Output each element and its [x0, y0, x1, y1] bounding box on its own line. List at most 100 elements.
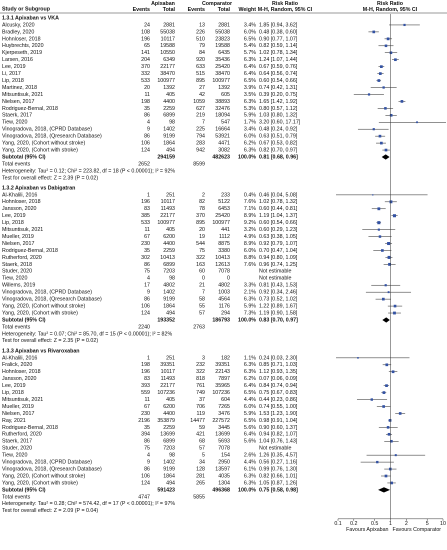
cell-n1: 10550 — [160, 50, 175, 56]
heterogeneity: Heterogeneity: Tau² = 0.28; Chi² = 574.4… — [2, 501, 175, 507]
study-name: Yang, 2020, (Cohort with stroke) — [2, 310, 78, 316]
weight: 5.7% — [244, 50, 256, 56]
cell-e1: 35 — [144, 248, 150, 254]
study-name: Studer, 2020 — [2, 446, 32, 452]
cell-n2: 35436 — [215, 57, 230, 63]
cell-e2: 895 — [196, 78, 205, 84]
cell-e2: 13 — [199, 22, 205, 28]
events-e1: 4747 — [138, 494, 150, 500]
effect-square — [390, 481, 393, 485]
x-tick-label: 0.2 — [350, 521, 357, 527]
cell-n1: 1864 — [163, 303, 175, 309]
cell-n2: 100977 — [212, 78, 230, 84]
subtotal-diamond — [378, 487, 391, 493]
cell-e2: 322 — [196, 255, 205, 261]
cell-e2: 60 — [199, 269, 205, 275]
study-name: Studer, 2020 — [2, 269, 32, 275]
cell-e1: 11 — [145, 92, 151, 98]
cell-n2: 547 — [221, 120, 230, 126]
ci-text: 1.02 [0.78, 1.32] — [259, 199, 298, 205]
ci-text: 0.64 [0.56, 0.74] — [259, 71, 298, 77]
study-name: Lee, 2019 — [2, 383, 26, 389]
cell-n2: 22143 — [215, 369, 230, 375]
study-name: Vinogradova, 2018, (CPRD Database) — [2, 460, 92, 466]
cell-n1: 4400 — [163, 411, 175, 417]
ci-text: 0.98 [0.91, 1.04] — [259, 418, 298, 424]
ci-text: 0.90 [0.60, 1.37] — [259, 425, 298, 431]
ci-text: 0.94 [0.80, 1.09] — [259, 255, 298, 261]
study-name: Vinogradova, 2018, (Qresearch Database) — [2, 134, 102, 140]
effect-square — [403, 23, 406, 27]
weight: 8.9% — [244, 213, 256, 219]
effect-square — [384, 148, 388, 152]
effect-square — [384, 284, 387, 287]
effect-square — [391, 370, 395, 374]
cell-n1: 22177 — [160, 64, 175, 70]
cell-n1: 38470 — [160, 71, 175, 77]
effect-square — [388, 419, 392, 422]
cell-e1: 17 — [144, 283, 150, 289]
weight: 6.5% — [244, 418, 256, 424]
ci-text: 0.82 [0.59, 1.14] — [259, 43, 298, 49]
ci-text: Not estimable — [259, 276, 291, 282]
plot-area — [336, 23, 446, 493]
cell-n1: 98 — [169, 120, 175, 126]
effect-square — [381, 249, 384, 252]
cell-n1: 6200 — [163, 234, 175, 240]
weight: 6.3% — [244, 362, 256, 368]
study-name: Ray, 2021 — [2, 418, 26, 424]
cell-n2: 55038 — [215, 29, 230, 35]
study-name: Hohnloser, 2018 — [2, 36, 41, 42]
study-name: Lip, 2018 — [2, 390, 24, 396]
ci-text: 0.94 [0.82, 1.07] — [259, 432, 298, 438]
effect-square — [386, 37, 390, 41]
effect-square — [378, 72, 382, 75]
cell-e2: 21 — [199, 283, 205, 289]
cell-e1: 75 — [144, 446, 150, 452]
cell-e2: 128 — [196, 466, 205, 472]
ci-text: 0.96 [0.74, 1.25] — [259, 262, 298, 268]
cell-e1: 124 — [141, 310, 150, 316]
subtotal-n2: 186793 — [212, 317, 230, 323]
ci-text: 1.02 [0.78, 1.34] — [259, 50, 298, 56]
events-e2: 2763 — [193, 324, 205, 330]
effect-square — [372, 30, 376, 34]
subtotal-n1: 193352 — [157, 317, 175, 323]
effect-square — [378, 235, 382, 238]
effect-square — [385, 384, 388, 388]
ci-text: 1.85 [0.94, 3.62] — [259, 22, 298, 28]
cell-n1: 100977 — [157, 220, 175, 226]
weight: 8.9% — [244, 241, 256, 247]
subtotal-label: Subtotal (95% CI) — [2, 154, 46, 160]
cell-n1: 251 — [166, 192, 175, 198]
cell-e1: 196 — [141, 36, 150, 42]
cell-n2: 227572 — [212, 418, 230, 424]
study-name: Staerk, 2017 — [2, 113, 32, 119]
cell-e1: 533 — [141, 220, 150, 226]
cell-e1: 230 — [141, 241, 150, 247]
weight: 6.0% — [244, 248, 256, 254]
cell-e1: 4 — [147, 453, 150, 459]
study-name: Huybrechts, 2020 — [2, 43, 44, 49]
subtotal-label: Subtotal (95% CI) — [2, 317, 46, 323]
study-name: Vinogradova, 2018, (CPRD Database) — [2, 127, 92, 133]
study-name: Mueller, 2019 — [2, 404, 34, 410]
study-name: Lee, 2019 — [2, 64, 26, 70]
study-name: Hohnloser, 2018 — [2, 369, 41, 375]
events-label: Total events — [2, 324, 31, 330]
weight: 7.3% — [244, 310, 256, 316]
cell-e2: 19 — [199, 234, 205, 240]
x-tick-label: 5 — [426, 521, 429, 527]
cell-n1: 1864 — [163, 473, 175, 479]
effect-square — [384, 474, 388, 478]
ci-text: 0.74 [0.55, 1.00] — [259, 404, 298, 410]
weight: 7.6% — [244, 199, 256, 205]
ci-text: 0.73 [0.52, 1.02] — [259, 297, 298, 303]
cell-n1: 6899 — [163, 113, 175, 119]
ci-text: 1.22 [0.89, 1.67] — [259, 303, 298, 309]
ci-text: 0.75 [0.67, 0.83] — [259, 390, 298, 396]
cell-e1: 393 — [141, 383, 150, 389]
events-e2: 5855 — [193, 494, 205, 500]
effect-square — [381, 297, 385, 301]
study-name: Kjerpeseth, 2019 — [2, 50, 42, 56]
